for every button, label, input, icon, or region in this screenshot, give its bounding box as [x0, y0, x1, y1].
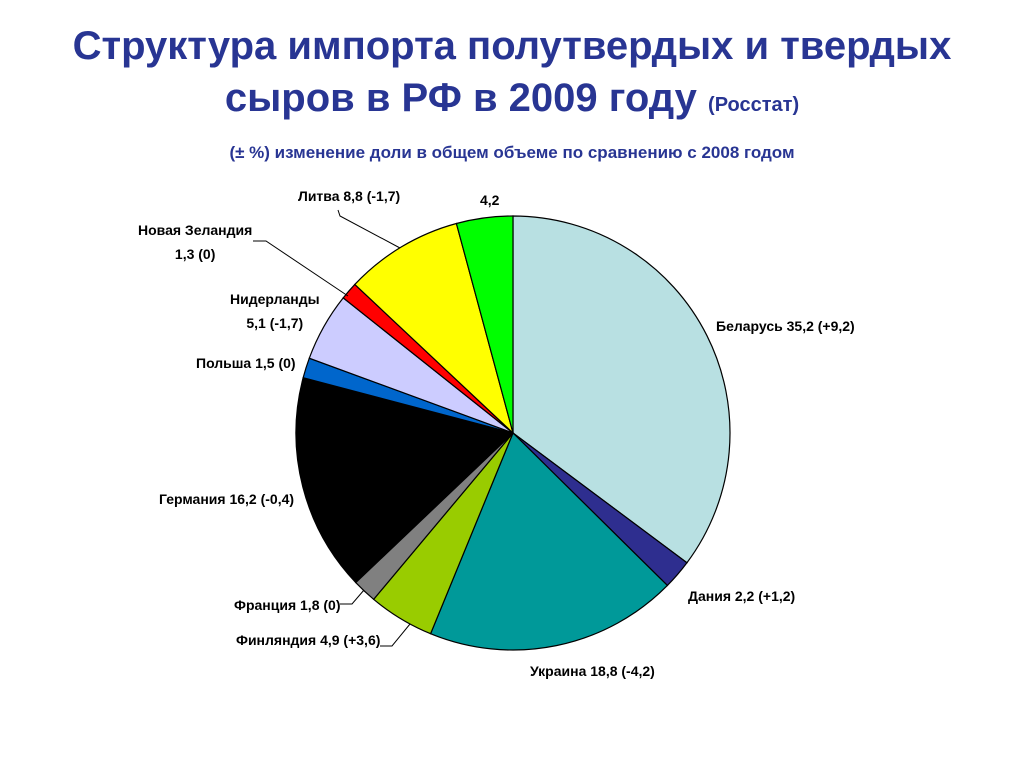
leader-finland	[380, 623, 411, 647]
slice-label-2: Украина 18,8 (-4,2)	[530, 663, 655, 679]
slice-label-line-2: 5,1 (-1,7)	[246, 315, 304, 331]
slice-label-4: Франция 1,8 (0)	[234, 597, 341, 613]
leader-nz	[253, 240, 349, 297]
chart-subtitle: (± %) изменение доли в общем объеме по с…	[229, 143, 795, 162]
chart-title: Структура импорта полутвердых и твердых …	[0, 20, 1024, 131]
slice-label-7: Нидерланды 5,1 (-1,7)	[230, 287, 320, 335]
pie-slice-10	[455, 215, 514, 434]
title-line-2: сыров в РФ в 2009 году	[224, 76, 697, 120]
slice-label-8: Новая Зеландия 1,3 (0)	[138, 218, 252, 266]
pie-slice-5	[295, 376, 515, 584]
slice-label-line-2: 1,3 (0)	[174, 246, 216, 262]
slice-label-3: Финляндия 4,9 (+3,6)	[236, 632, 381, 648]
leader-lines	[253, 209, 411, 647]
leader-lithuania	[337, 209, 401, 249]
pie-slices	[295, 215, 731, 651]
title-line-1: Структура импорта полутвердых и твердых	[72, 24, 952, 68]
slice-label-5: Германия 16,2 (-0,4)	[159, 491, 295, 507]
pie-slice-9	[353, 222, 515, 435]
slice-label-6: Польша 1,5 (0)	[196, 355, 296, 371]
slice-label-10: 4,2	[480, 192, 500, 208]
slice-label-9: Литва 8,8 (-1,7)	[298, 188, 401, 204]
title-source: (Росстат)	[708, 94, 800, 116]
slice-label-0: Беларусь 35,2 (+9,2)	[716, 318, 855, 334]
pie-slice-0	[512, 215, 731, 564]
slice-label-line-1: Нидерланды	[230, 291, 320, 307]
slice-label-1: Дания 2,2 (+1,2)	[688, 588, 796, 604]
leader-france	[340, 589, 365, 605]
slice-label-line-1: Новая Зеландия	[138, 222, 253, 238]
pie-slice-2	[429, 431, 669, 651]
